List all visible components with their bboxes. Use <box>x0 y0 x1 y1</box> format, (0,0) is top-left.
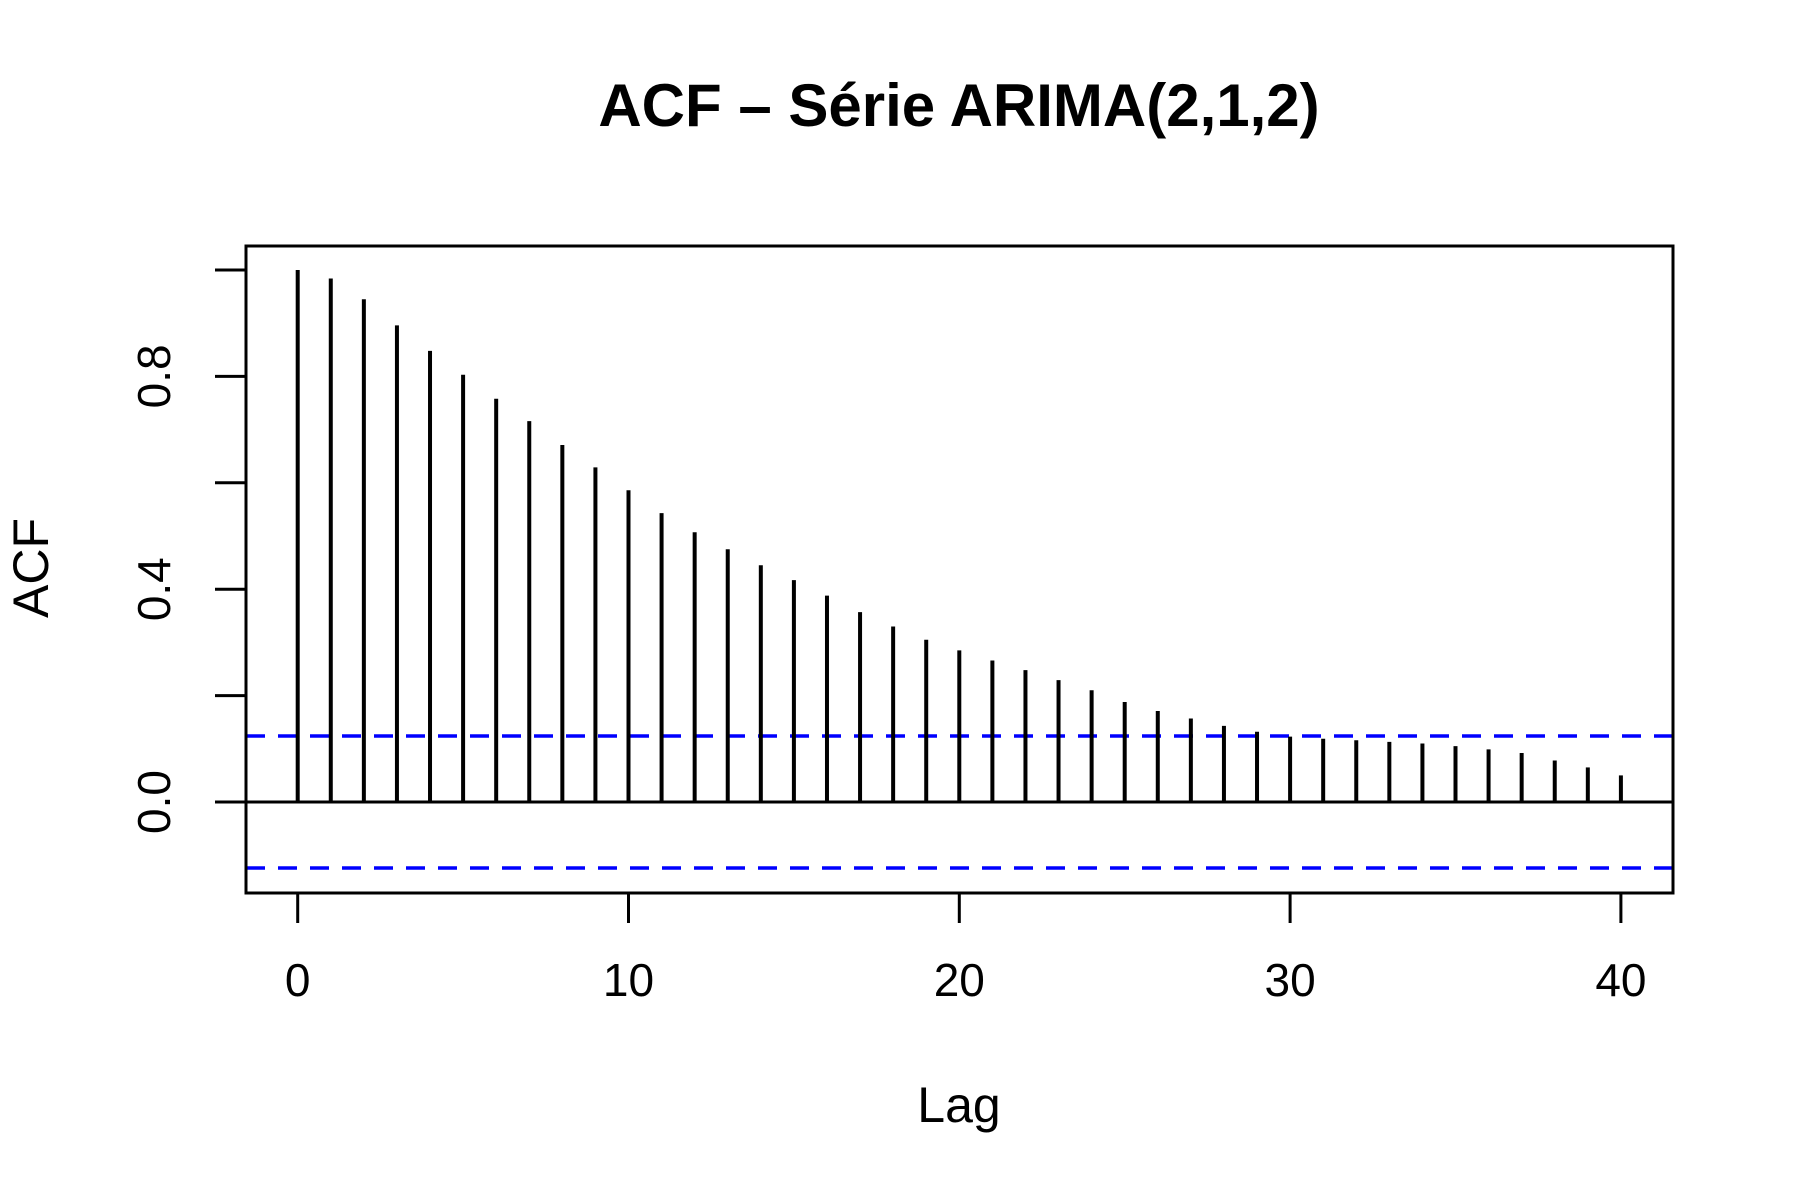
plot-box-border <box>244 244 1675 895</box>
y-tick-label-0.8: 0.8 <box>128 344 180 408</box>
axis-ticks <box>215 268 1623 923</box>
y-tick-label-0: 0.0 <box>128 770 180 834</box>
y-tick-label-0.4: 0.4 <box>128 557 180 621</box>
x-tick-label-10: 10 <box>603 954 654 1006</box>
plot-box <box>244 244 1675 895</box>
axis-tick-labels: 0 10 20 30 40 0.0 0.4 0.8 <box>128 344 1646 1006</box>
y-axis-label: ACF <box>3 518 59 618</box>
x-tick-label-20: 20 <box>934 954 985 1006</box>
x-axis-label: Lag <box>917 1077 1000 1133</box>
acf-bars <box>295 270 1623 802</box>
chart-title: ACF – Série ARIMA(2,1,2) <box>598 72 1319 139</box>
x-tick-label-40: 40 <box>1595 954 1646 1006</box>
x-tick-label-0: 0 <box>285 954 311 1006</box>
x-tick-label-30: 30 <box>1265 954 1316 1006</box>
